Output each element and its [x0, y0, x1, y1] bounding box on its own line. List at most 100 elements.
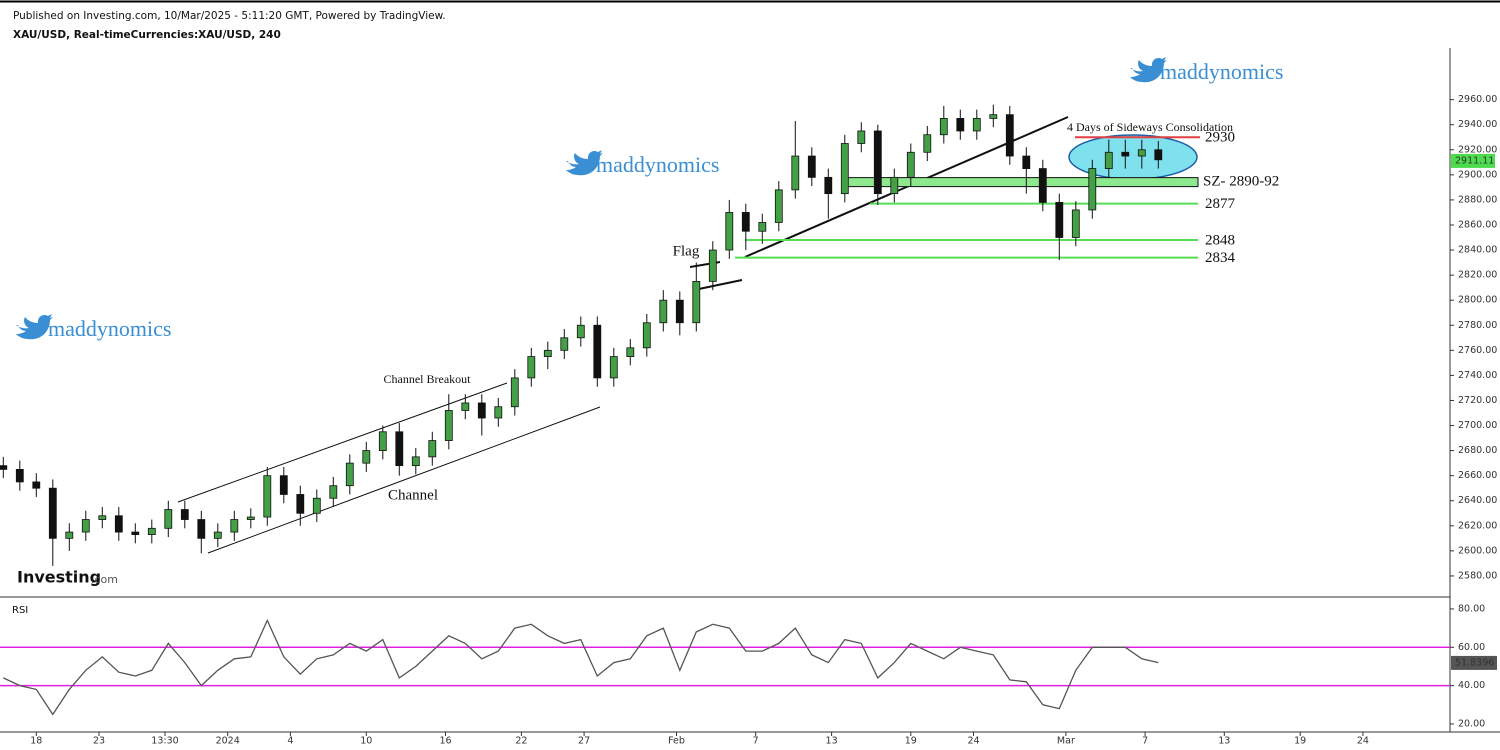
y-tick-label: 2920.00	[1458, 144, 1497, 155]
level-label: 2848	[1205, 232, 1235, 248]
y-tick-label: 2860.00	[1458, 219, 1497, 230]
x-tick-label: 10	[360, 736, 372, 747]
x-tick-label: 2024	[216, 736, 240, 747]
candle-body	[1071, 209, 1080, 238]
candle-body	[362, 450, 371, 464]
candle-body	[659, 299, 668, 324]
candle-body	[972, 118, 981, 132]
candle-body	[213, 531, 222, 539]
candle-body	[164, 509, 173, 529]
channel-upper	[177, 382, 508, 503]
x-tick-label: 24	[1357, 736, 1369, 747]
x-tick-label: 13	[1218, 736, 1230, 747]
candle-body	[32, 481, 41, 489]
x-tick-label: 19	[1294, 736, 1306, 747]
y-tick-label: 60.00	[1458, 642, 1485, 653]
x-tick-label: 24	[967, 736, 979, 747]
candle-body	[48, 487, 57, 539]
candle-body	[758, 222, 767, 232]
candle-body	[395, 431, 404, 467]
channel-lower	[207, 406, 601, 554]
candle-body	[1022, 155, 1031, 169]
watermark-text: maddynomics	[1160, 59, 1283, 84]
candle-body	[461, 402, 470, 411]
candle-body	[246, 516, 255, 520]
candle-body	[1038, 168, 1047, 203]
candle-body	[741, 212, 750, 232]
x-tick-label: 7	[753, 736, 759, 747]
candle-body	[1005, 114, 1014, 157]
rsi-line	[3, 618, 1159, 716]
x-tick-label: 16	[439, 736, 451, 747]
candle-body	[1104, 151, 1113, 169]
watermark-1: maddynomics	[1130, 57, 1283, 84]
x-tick-label: Feb	[668, 736, 685, 747]
last-value-label: 51.8396	[1455, 657, 1494, 668]
candle-body	[906, 151, 915, 178]
y-tick-label: 2660.00	[1458, 470, 1497, 481]
candle-body	[444, 410, 453, 441]
last-price-box	[1451, 153, 1495, 168]
candle-body	[857, 130, 866, 144]
candle-body	[593, 324, 602, 379]
candle-body	[65, 531, 74, 539]
y-tick-label: 2680.00	[1458, 445, 1497, 456]
candle-body	[675, 299, 684, 324]
y-tick-label: 2880.00	[1458, 194, 1497, 205]
zone-label: SZ- 2890-92	[1203, 174, 1279, 190]
bird-icon	[566, 150, 603, 176]
candle-body	[428, 440, 437, 458]
candle-body	[1088, 168, 1097, 211]
candle-body	[114, 515, 123, 533]
watermark-text: maddynomics	[596, 152, 719, 177]
y-tick-label: 2740.00	[1458, 370, 1497, 381]
y-tick-label: 2940.00	[1458, 119, 1497, 130]
y-tick-label: 2620.00	[1458, 520, 1497, 531]
candle-body	[642, 322, 651, 349]
candle-body	[279, 475, 288, 495]
level-label: 2834	[1205, 250, 1236, 266]
candle-body	[609, 356, 618, 379]
candle-body	[345, 462, 354, 487]
candle-body	[725, 212, 734, 251]
symbol-line: XAU/USD, Real-timeCurrencies:XAU/USD, 24…	[13, 29, 281, 41]
x-tick-label: 13	[826, 736, 838, 747]
candle-body	[329, 485, 338, 499]
candle-body	[824, 176, 833, 195]
y-tick-label: 2820.00	[1458, 270, 1497, 281]
marks: 2580.00 2600.00 2620.00 2640.00 2660.00 2680.…	[0, 94, 1497, 747]
x-tick-label: 22	[515, 736, 527, 747]
candle-body	[774, 189, 783, 223]
candle-body	[296, 494, 305, 514]
candle-body	[147, 527, 156, 535]
channel	[177, 382, 601, 554]
logo: Investing	[17, 568, 101, 587]
candle-body	[494, 406, 503, 419]
candle-body	[543, 349, 552, 357]
candle-body	[81, 519, 90, 533]
candle-body	[411, 456, 420, 467]
level-label: 2930	[1205, 130, 1235, 146]
candle-body	[378, 431, 387, 451]
x-tick-label: 27	[578, 736, 590, 747]
candle-body	[708, 249, 717, 282]
candle-body	[98, 515, 107, 520]
y-tick-label: 2720.00	[1458, 395, 1497, 406]
y-tick-label: 2700.00	[1458, 420, 1497, 431]
consolidation-ellipse	[1068, 134, 1198, 180]
y-tick-label: 40.00	[1458, 680, 1485, 691]
candle-body	[791, 155, 800, 191]
candle-body	[1055, 202, 1064, 238]
candle-body	[807, 155, 816, 178]
candle-body	[312, 497, 321, 514]
x-tick-label: 7	[1142, 736, 1148, 747]
y-tick-label: 2600.00	[1458, 545, 1497, 556]
y-tick-label: 2840.00	[1458, 245, 1497, 256]
last-value-box	[1451, 655, 1497, 670]
last-price-label: 2911.11	[1455, 155, 1494, 166]
watermark-3: maddynomics	[16, 314, 171, 341]
candle-body	[131, 531, 140, 535]
candle-body	[230, 519, 239, 533]
candle-body	[923, 134, 932, 153]
